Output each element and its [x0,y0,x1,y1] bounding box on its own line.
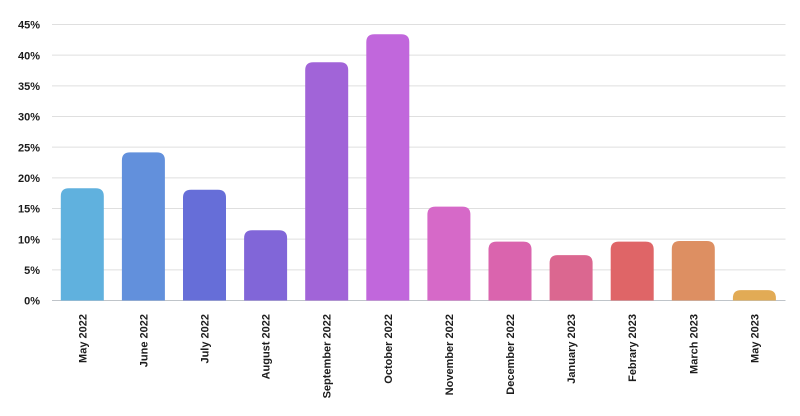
svg-text:45%: 45% [18,20,40,32]
svg-text:10%: 10% [18,234,40,246]
svg-text:December 2022: December 2022 [505,314,517,395]
svg-text:January 2023: January 2023 [566,314,578,384]
svg-text:July 2022: July 2022 [200,314,212,364]
svg-text:0%: 0% [24,296,40,308]
svg-text:October 2022: October 2022 [383,314,395,384]
svg-text:5%: 5% [24,265,40,277]
svg-text:May 2023: May 2023 [749,314,761,363]
svg-text:September 2022: September 2022 [322,314,334,398]
svg-text:November 2022: November 2022 [444,314,456,395]
svg-text:August 2022: August 2022 [261,314,273,379]
svg-text:Febrary 2023: Febrary 2023 [627,314,639,382]
svg-text:25%: 25% [18,142,40,154]
svg-text:May 2022: May 2022 [77,314,89,363]
svg-text:35%: 35% [18,81,40,93]
svg-text:20%: 20% [18,173,40,185]
svg-text:15%: 15% [18,204,40,216]
svg-text:June 2022: June 2022 [138,314,150,367]
svg-text:30%: 30% [18,112,40,124]
svg-text:40%: 40% [18,50,40,62]
svg-text:March 2023: March 2023 [688,314,700,374]
